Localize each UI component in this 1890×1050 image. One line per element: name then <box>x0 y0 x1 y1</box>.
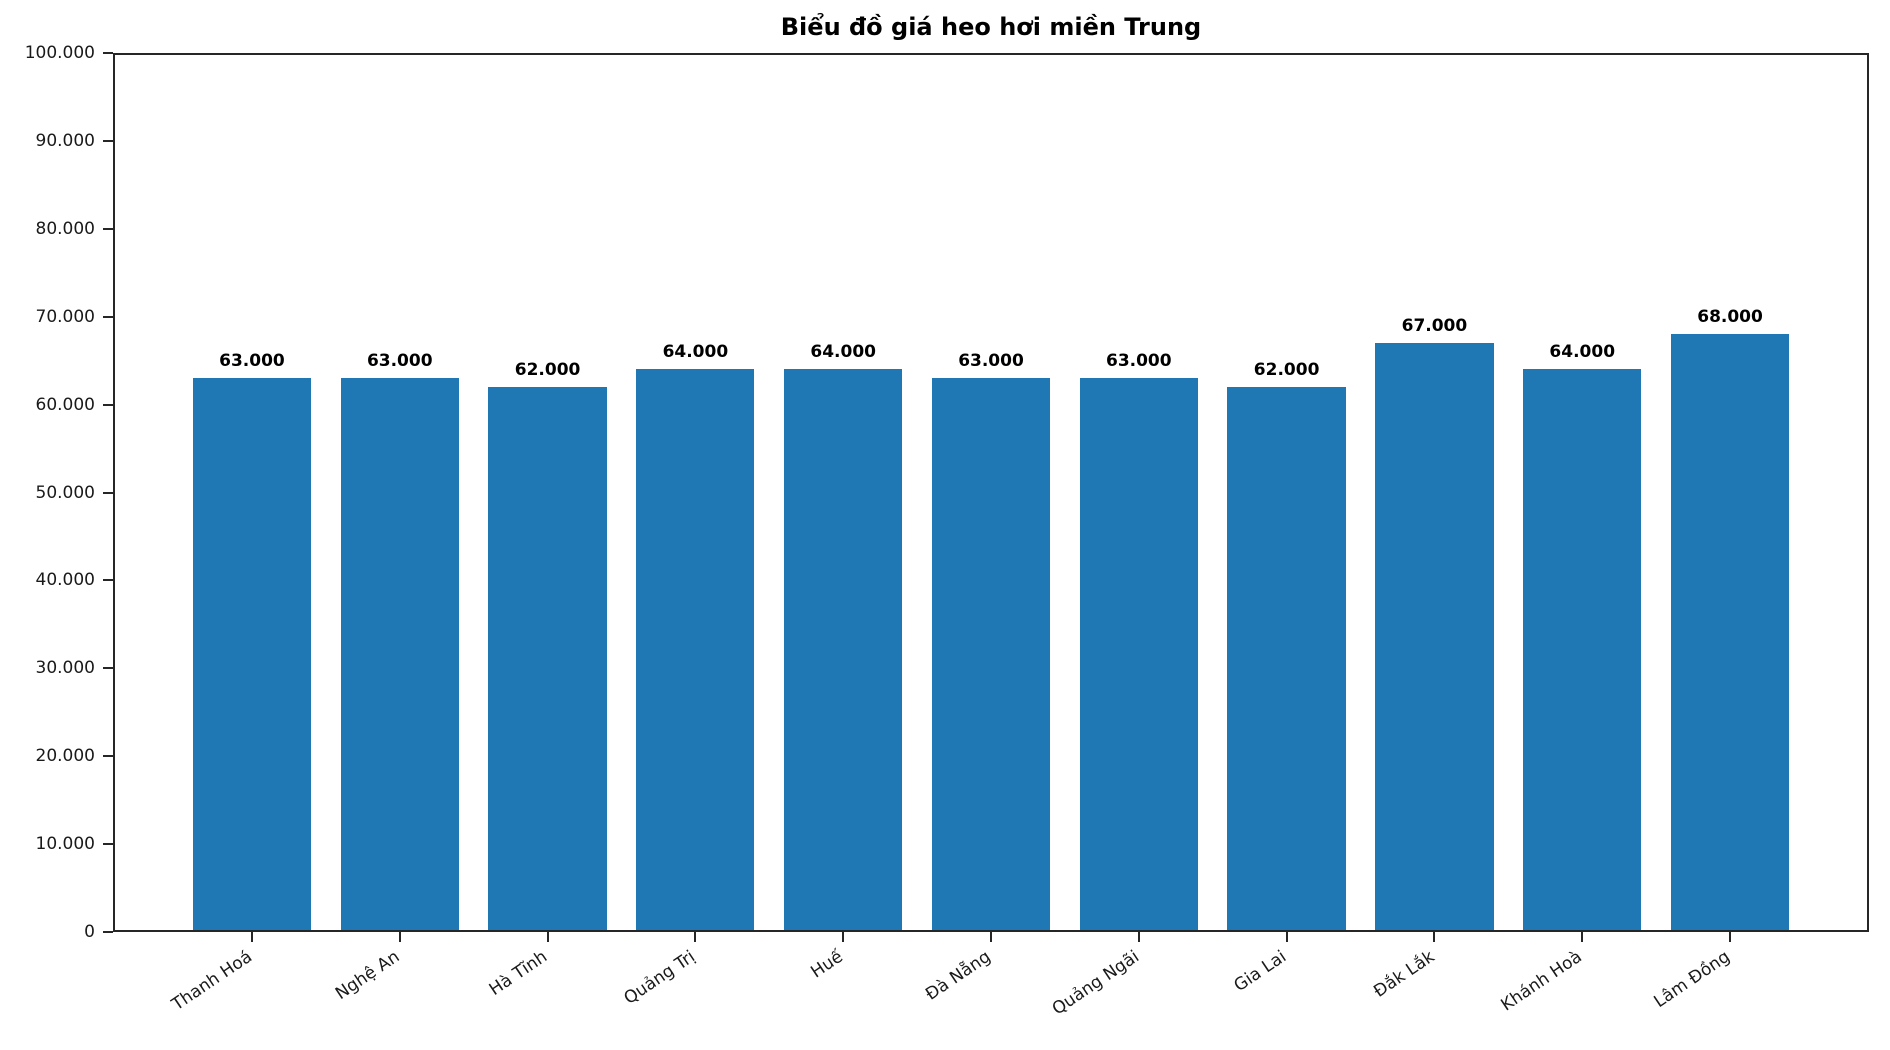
x-tick-mark <box>694 932 697 942</box>
bar <box>1375 343 1494 930</box>
bar <box>1523 369 1642 930</box>
bar <box>192 378 312 930</box>
x-tick-mark <box>842 932 845 942</box>
bar <box>488 387 607 930</box>
bar <box>1227 387 1346 930</box>
y-tick-label: 60.000 <box>35 394 95 415</box>
x-tick-label: Khánh Hoà <box>1497 946 1586 1016</box>
bar-value-label: 62.000 <box>514 360 581 381</box>
y-tick-label: 80.000 <box>35 218 95 239</box>
y-tick-mark <box>103 755 113 758</box>
bar <box>1670 334 1790 930</box>
y-tick-label: 70.000 <box>35 306 95 327</box>
bar-value-label: 63.000 <box>958 351 1024 372</box>
y-tick-mark <box>103 227 113 230</box>
bar-value-label: 62.000 <box>1253 360 1320 381</box>
y-tick-mark <box>103 491 113 494</box>
x-tick-mark <box>1285 932 1288 942</box>
bar-value-label: 63.000 <box>366 351 433 372</box>
x-tick-mark <box>1137 932 1140 942</box>
x-tick-label: Đắk Lắk <box>1370 946 1439 1002</box>
bar-value-label: 64.000 <box>810 342 876 363</box>
bar <box>340 378 459 930</box>
y-tick-mark <box>103 315 113 318</box>
x-tick-mark <box>398 932 401 942</box>
y-tick-label: 40.000 <box>35 570 95 591</box>
bar-value-label: 63.000 <box>1105 351 1172 372</box>
bar-value-label: 68.000 <box>1697 307 1763 328</box>
x-tick-mark <box>546 932 549 942</box>
bar-value-label: 64.000 <box>662 342 729 363</box>
y-tick-label: 90.000 <box>35 130 95 151</box>
y-tick-label: 0 <box>84 922 95 942</box>
chart-title: Biểu đồ giá heo hơi miền Trung <box>780 13 1202 41</box>
bar-value-label: 63.000 <box>219 351 285 372</box>
bar <box>931 378 1051 930</box>
x-tick-mark <box>250 932 253 942</box>
x-tick-label: Huế <box>807 946 847 983</box>
y-tick-mark <box>103 579 113 582</box>
x-tick-label: Thanh Hoá <box>168 946 256 1015</box>
y-tick-mark <box>103 931 113 933</box>
x-tick-mark <box>1729 932 1732 942</box>
bar-value-label: 67.000 <box>1401 316 1468 337</box>
x-tick-label: Đà Nẵng <box>922 946 995 1005</box>
x-tick-mark <box>1581 932 1584 942</box>
bar <box>636 369 755 930</box>
x-tick-label: Quảng Ngãi <box>1048 946 1143 1020</box>
y-tick-label: 50.000 <box>35 482 95 503</box>
y-tick-label: 30.000 <box>35 658 95 679</box>
x-tick-label: Quảng Trị <box>620 946 700 1009</box>
y-tick-label: 100.000 <box>24 43 95 63</box>
y-tick-mark <box>103 139 113 142</box>
x-tick-mark <box>1433 932 1436 942</box>
x-tick-mark <box>990 932 992 942</box>
x-tick-label: Hà Tĩnh <box>486 946 552 1000</box>
x-tick-label: Lâm Đồng <box>1650 946 1734 1013</box>
x-tick-label: Nghệ An <box>332 946 404 1004</box>
y-tick-mark <box>103 667 113 670</box>
bar <box>784 369 903 930</box>
bar <box>1079 378 1198 930</box>
y-tick-mark <box>103 843 113 846</box>
y-tick-label: 20.000 <box>35 746 95 767</box>
y-tick-mark <box>103 403 113 406</box>
y-tick-mark <box>103 52 113 54</box>
y-tick-label: 10.000 <box>35 834 95 855</box>
x-tick-label: Gia Lai <box>1230 946 1291 997</box>
bar-value-label: 64.000 <box>1549 342 1616 363</box>
